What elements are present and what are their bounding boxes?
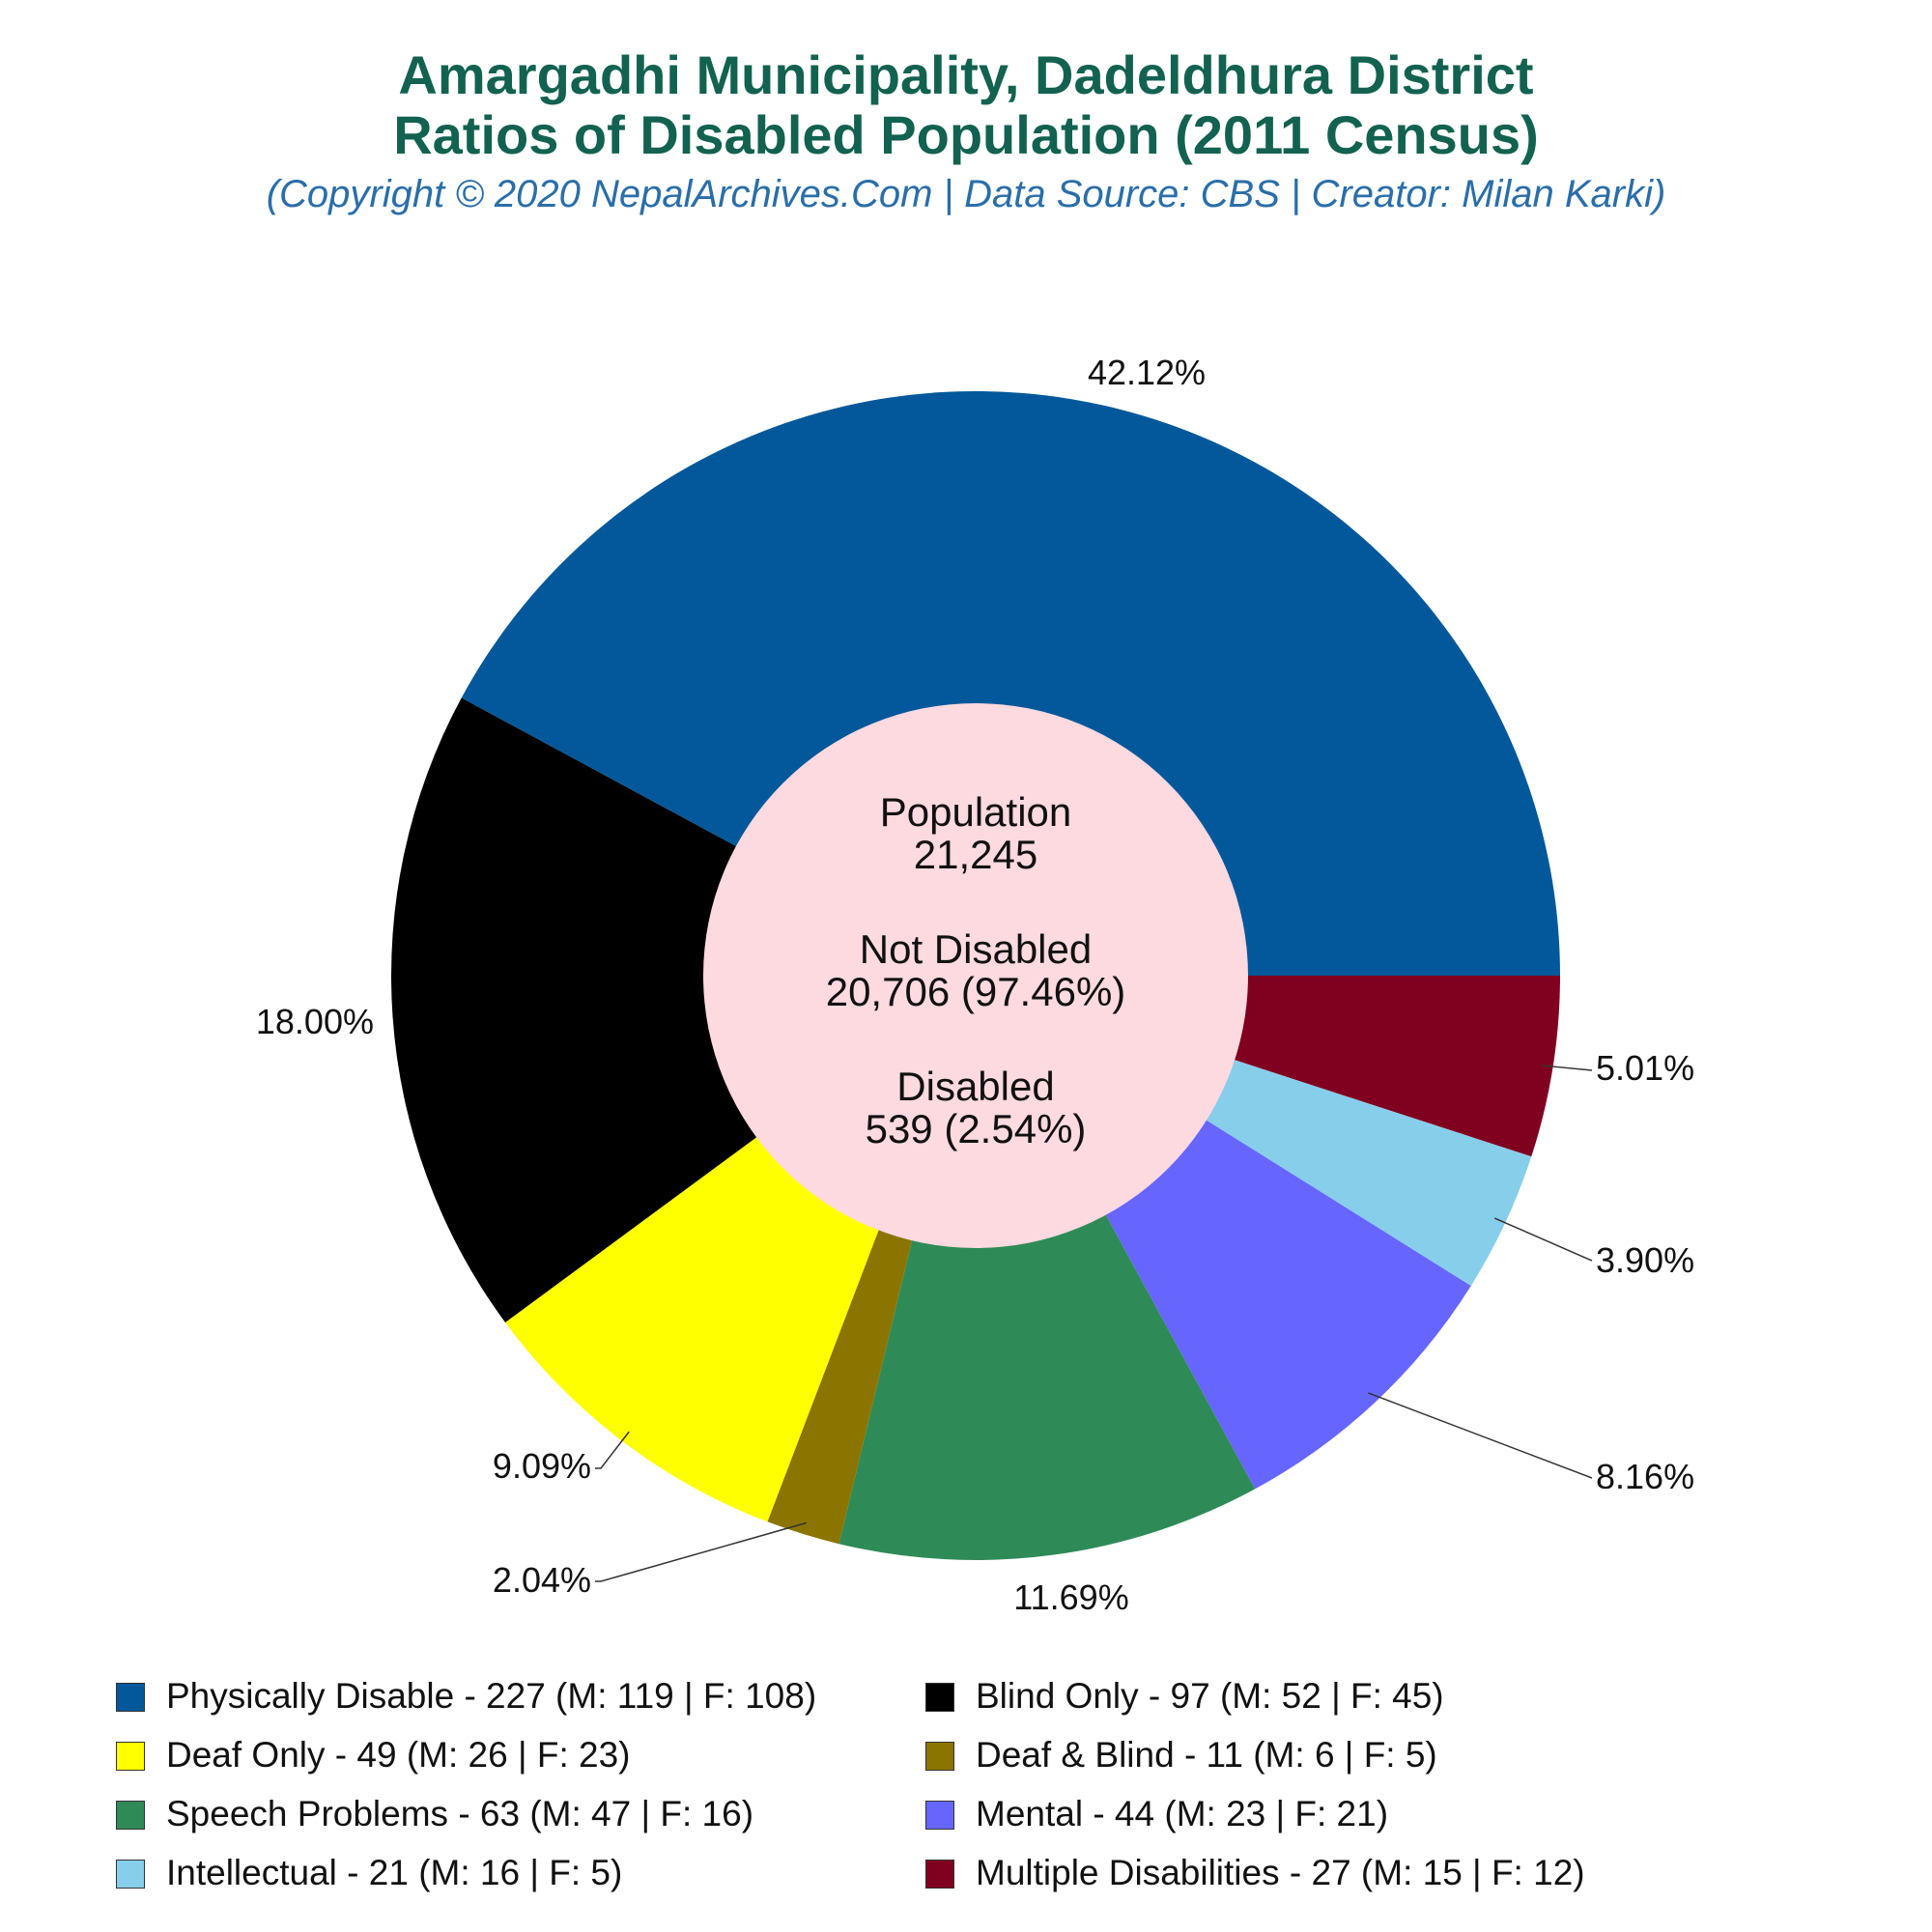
legend-swatch <box>116 1801 145 1830</box>
population-value: 21,245 <box>914 832 1037 877</box>
chart-subtitle: (Copyright © 2020 NepalArchives.Com | Da… <box>266 173 1666 215</box>
percent-label-deaf-and-blind: 2.04% <box>493 1560 591 1600</box>
legend-label: Deaf & Blind - 11 (M: 6 | F: 5) <box>976 1735 1437 1775</box>
percent-label-deaf-only: 9.09% <box>493 1446 591 1486</box>
percent-label-physically-disable: 42.12% <box>1088 353 1206 392</box>
percent-label-multiple-disabilities: 5.01% <box>1596 1048 1694 1088</box>
leader-line-deaf-only <box>595 1431 630 1469</box>
chart-title-line1: Amargadhi Municipality, Dadeldhura Distr… <box>398 44 1534 105</box>
legend-swatch <box>925 1801 954 1830</box>
leader-line-multiple-disabilities <box>1541 1065 1593 1071</box>
legend-swatch <box>925 1683 954 1712</box>
not-disabled-value: 20,706 (97.46%) <box>826 969 1126 1014</box>
donut-chart: 5.01% 3.90% 8.16% 11.69% 2.04% 9.09% 18.00% 42.… <box>256 353 1694 1617</box>
percent-label-speech-problems: 11.69% <box>1013 1577 1128 1617</box>
percent-label-mental: 8.16% <box>1596 1457 1694 1496</box>
legend-label: Physically Disable - 227 (M: 119 | F: 10… <box>166 1676 817 1716</box>
chart-title-line2: Ratios of Disabled Population (2011 Cens… <box>393 104 1539 165</box>
center-summary: Population 21,245 Not Disabled 20,706 (9… <box>826 789 1126 1151</box>
legend-swatch <box>116 1683 145 1712</box>
legend-label: Multiple Disabilities - 27 (M: 15 | F: 1… <box>976 1853 1585 1892</box>
legend-swatch <box>116 1742 145 1771</box>
disabled-value: 539 (2.54%) <box>866 1106 1087 1151</box>
disabled-label: Disabled <box>896 1064 1054 1109</box>
legend-swatch <box>116 1860 145 1889</box>
leader-line-mental <box>1368 1392 1593 1479</box>
slice-physically-disable <box>461 391 1560 976</box>
legend-swatch <box>925 1860 954 1889</box>
percent-label-blind-only: 18.00% <box>256 1002 374 1041</box>
population-label: Population <box>880 789 1072 835</box>
legend-label: Blind Only - 97 (M: 52 | F: 45) <box>976 1676 1444 1716</box>
legend-label: Speech Problems - 63 (M: 47 | F: 16) <box>166 1794 754 1833</box>
leader-lines <box>595 1065 1593 1582</box>
leader-line-deaf-and-blind <box>595 1521 807 1582</box>
percent-labels: 5.01% 3.90% 8.16% 11.69% 2.04% 9.09% 18.00% 42.… <box>256 353 1694 1617</box>
legend-label: Deaf Only - 49 (M: 26 | F: 23) <box>166 1735 631 1775</box>
leader-line-intellectual <box>1493 1217 1593 1262</box>
legend-label: Mental - 44 (M: 23 | F: 21) <box>976 1794 1389 1833</box>
not-disabled-label: Not Disabled <box>860 926 1092 972</box>
slice-blind-only <box>391 697 976 1323</box>
percent-label-intellectual: 3.90% <box>1596 1240 1694 1280</box>
center-circle <box>703 703 1248 1248</box>
legend-swatch <box>925 1742 954 1771</box>
legend-label: Intellectual - 21 (M: 16 | F: 5) <box>166 1853 623 1892</box>
